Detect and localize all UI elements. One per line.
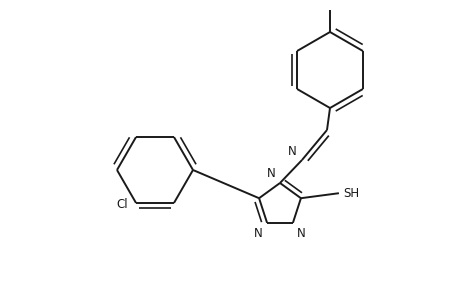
Text: SH: SH (342, 187, 358, 200)
Text: N: N (254, 227, 263, 240)
Text: N: N (288, 145, 297, 158)
Text: Cl: Cl (116, 198, 128, 212)
Text: N: N (297, 227, 305, 240)
Text: N: N (267, 167, 275, 180)
